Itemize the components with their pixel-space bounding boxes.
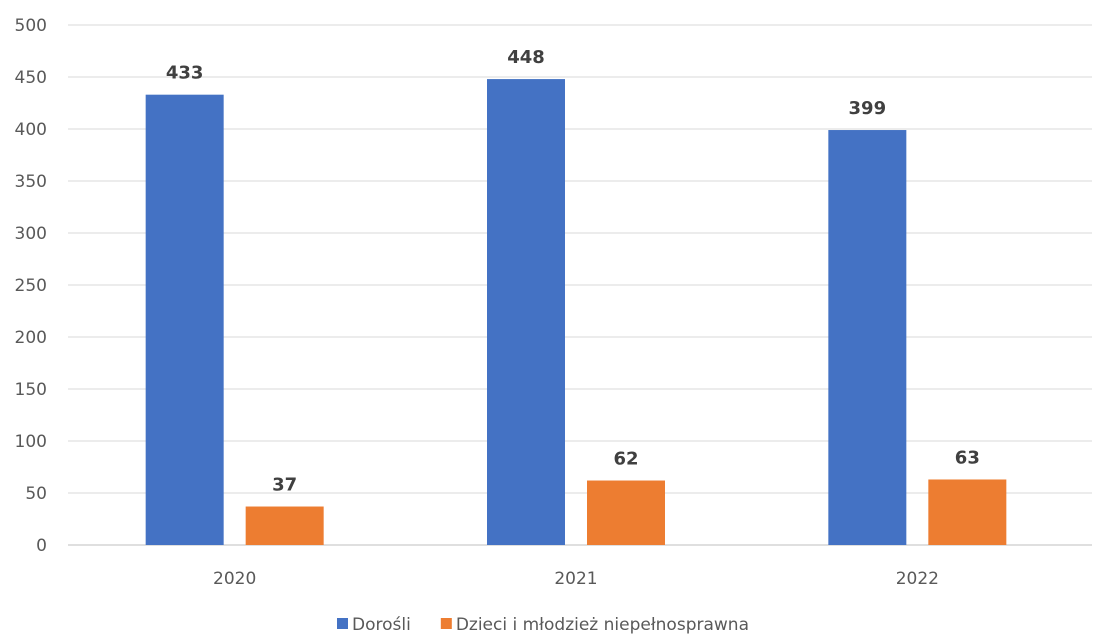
- bar: [828, 130, 907, 546]
- y-tick-label: 150: [15, 380, 47, 400]
- y-tick-label: 200: [15, 328, 47, 348]
- y-tick-label: 350: [15, 172, 47, 192]
- y-tick-label: 50: [25, 484, 47, 504]
- x-tick-label: 2022: [896, 569, 939, 589]
- bar: [145, 94, 224, 546]
- y-tick-label: 400: [15, 120, 47, 140]
- bar: [587, 480, 665, 545]
- legend-swatch: [337, 618, 348, 629]
- x-tick-label: 2020: [213, 569, 256, 589]
- y-axis: 0 50 100 150 200 250 300 350 400 450 500: [15, 16, 47, 556]
- bar: [245, 506, 324, 545]
- y-tick-label: 450: [15, 68, 47, 88]
- data-label: 399: [849, 98, 887, 119]
- x-axis: 2020 2021 2022: [213, 569, 939, 589]
- bar: [928, 479, 1007, 545]
- legend-swatch: [440, 618, 452, 629]
- data-label: 63: [955, 447, 980, 468]
- legend-label: Dzieci i młodzież niepełnosprawna: [456, 615, 749, 635]
- data-labels: 433 37 448 62 399 63: [166, 47, 980, 495]
- gridlines: [68, 24, 1092, 546]
- data-label: 433: [166, 63, 204, 84]
- legend-label: Dorośli: [352, 615, 411, 635]
- y-tick-label: 100: [15, 432, 47, 452]
- y-tick-label: 300: [15, 224, 47, 244]
- y-tick-label: 500: [15, 16, 47, 36]
- data-label: 448: [507, 47, 545, 68]
- y-tick-label: 250: [15, 276, 47, 296]
- bars: [145, 79, 1007, 546]
- bar: [487, 79, 565, 545]
- data-label: 37: [272, 475, 297, 496]
- y-tick-label: 0: [36, 536, 47, 556]
- data-label: 62: [613, 449, 638, 470]
- x-tick-label: 2021: [554, 569, 597, 589]
- legend: Dorośli Dzieci i młodzież niepełnosprawna: [337, 615, 749, 635]
